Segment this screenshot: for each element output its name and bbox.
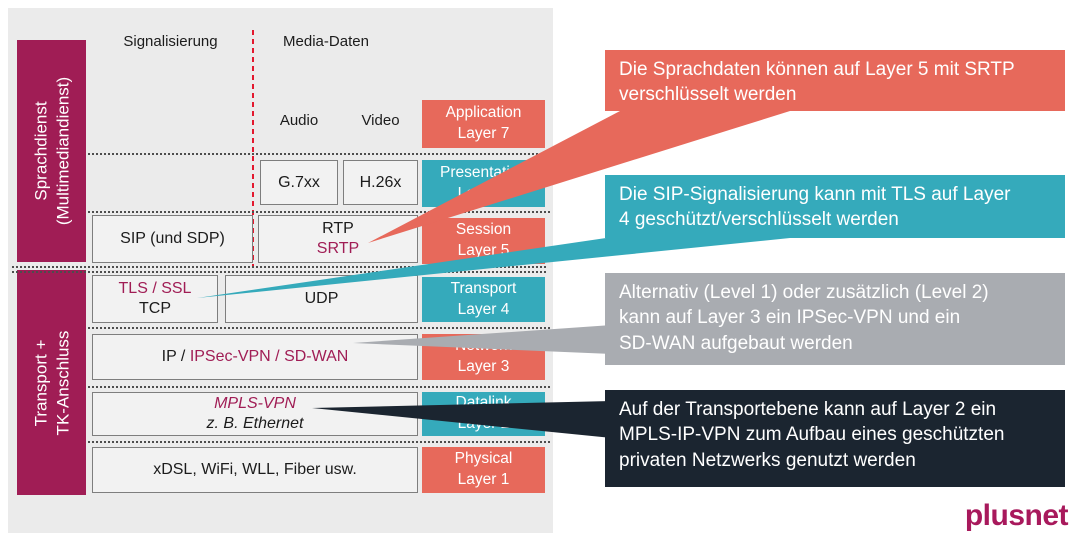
box-rtp-srtp: RTP SRTP	[258, 215, 418, 263]
ip-label: IP / IPSec-VPN / SD-WAN	[93, 347, 417, 367]
header-signalisierung: Signalisierung	[123, 33, 218, 50]
separator-line	[88, 441, 550, 443]
tls-ssl-label: TLS / SSL	[118, 280, 192, 297]
layer-number: Layer 5	[457, 242, 510, 259]
ip-accent: IPSec-VPN / SD-WAN	[189, 348, 349, 365]
header-media-daten: Media-Daten	[283, 33, 369, 50]
separator-line	[88, 211, 550, 213]
box-physical-media: xDSL, WiFi, WLL, Fiber usw.	[92, 447, 418, 493]
callout-line: Auf der Transportebene kann auf Layer 2 …	[619, 399, 997, 420]
box-ip: IP / IPSec-VPN / SD-WAN	[92, 334, 418, 380]
section-separator-line	[12, 266, 548, 268]
separator-line	[88, 153, 550, 155]
callout-line: Alternativ (Level 1) oder zusätzlich (Le…	[619, 282, 989, 303]
sidebar-transport-label: Transport + TK-Anschluss	[17, 270, 86, 495]
sidebar-sprachdienst: Sprachdienst (Multimediandienst)	[17, 40, 86, 262]
layer-number: Layer 2	[457, 415, 510, 432]
layer-box-transport: Transport Layer 4	[422, 277, 545, 322]
callout-line: Die Sprachdaten können auf Layer 5 mit S…	[619, 59, 1015, 80]
transport-line1: Transport +	[31, 339, 51, 426]
layer-box-application: Application Layer 7	[422, 100, 545, 148]
layer-name: Presentation	[439, 163, 528, 181]
layer-box-datalink: Datalink Layer 2	[422, 392, 545, 436]
physical-media-label: xDSL, WiFi, WLL, Fiber usw.	[153, 461, 357, 478]
callout-line: kann auf Layer 3 ein IPSec-VPN und ein	[619, 307, 961, 329]
layer-number: Layer 1	[457, 471, 510, 488]
box-sip: SIP (und SDP)	[92, 215, 253, 263]
transport-line2: TK-Anschluss	[52, 330, 72, 435]
sidebar-transport: Transport + TK-Anschluss	[17, 270, 86, 495]
label-audio: Audio	[279, 112, 319, 129]
callout-line: SD-WAN aufgebaut werden	[619, 332, 853, 354]
layer-number: Layer 7	[457, 125, 510, 142]
rtp-label: RTP	[322, 220, 354, 237]
callout-line: MPLS-IP-VPN zum Aufbau eines geschützten	[619, 424, 1005, 446]
callout-line: 4 geschützt/verschlüsselt werden	[619, 209, 899, 231]
plusnet-logo: plusnet	[964, 499, 1069, 532]
callout-srtp: Die Sprachdaten können auf Layer 5 mit S…	[605, 50, 1065, 111]
callout-mpls: Auf der Transportebene kann auf Layer 2 …	[605, 390, 1065, 487]
sprachdienst-line2: (Multimediandienst)	[52, 76, 72, 226]
callout-tls: Die SIP-Signalisierung kann mit TLS auf …	[605, 175, 1065, 238]
separator-line	[88, 386, 550, 388]
signal-media-divider	[252, 30, 254, 268]
box-g7xx: G.7xx	[260, 160, 338, 205]
g7xx-label: G.7xx	[278, 173, 320, 191]
layer-number: Layer 6	[457, 184, 510, 202]
layer-name: Datalink	[455, 394, 512, 412]
ethernet-label: z. B. Ethernet	[206, 415, 304, 432]
layer-box-physical: Physical Layer 1	[422, 447, 545, 493]
callout-line: verschlüsselt werden	[619, 84, 797, 106]
callout-ipsec: Alternativ (Level 1) oder zusätzlich (Le…	[605, 273, 1065, 365]
callout-line: privaten Netzwerks genutzt werden	[619, 449, 916, 471]
tcp-label: TCP	[139, 300, 171, 317]
separator-line	[88, 327, 550, 329]
sidebar-sprachdienst-label: Sprachdienst (Multimediandienst)	[17, 40, 86, 262]
layer-box-session: Session Layer 5	[422, 218, 545, 264]
section-separator-line	[12, 271, 548, 273]
layer-name: Transport	[450, 279, 517, 297]
ip-prefix: IP /	[161, 348, 190, 365]
box-udp: UDP	[225, 275, 418, 323]
layer-name: Physical	[454, 450, 513, 468]
h26x-label: H.26x	[359, 173, 402, 191]
layer-box-presentation: Presentation Layer 6	[422, 160, 545, 207]
mpls-label: MPLS-VPN	[214, 395, 296, 412]
layer-name: Session	[455, 221, 512, 239]
srtp-label: SRTP	[316, 240, 360, 257]
layer-name: Network	[455, 337, 512, 355]
label-video: Video	[361, 112, 400, 129]
sprachdienst-line1: Sprachdienst	[31, 101, 51, 201]
box-mpls: MPLS-VPN z. B. Ethernet	[92, 392, 418, 436]
layer-name: Application	[445, 104, 522, 122]
box-tls-tcp: TLS / SSL TCP	[92, 275, 218, 323]
box-h26x: H.26x	[343, 160, 418, 205]
sip-label: SIP (und SDP)	[120, 230, 225, 247]
udp-label: UDP	[304, 290, 339, 307]
layer-box-network: Network Layer 3	[422, 334, 545, 380]
callout-line: Die SIP-Signalisierung kann mit TLS auf …	[619, 184, 1011, 205]
layer-number: Layer 4	[457, 300, 510, 318]
layer-number: Layer 3	[457, 358, 510, 375]
